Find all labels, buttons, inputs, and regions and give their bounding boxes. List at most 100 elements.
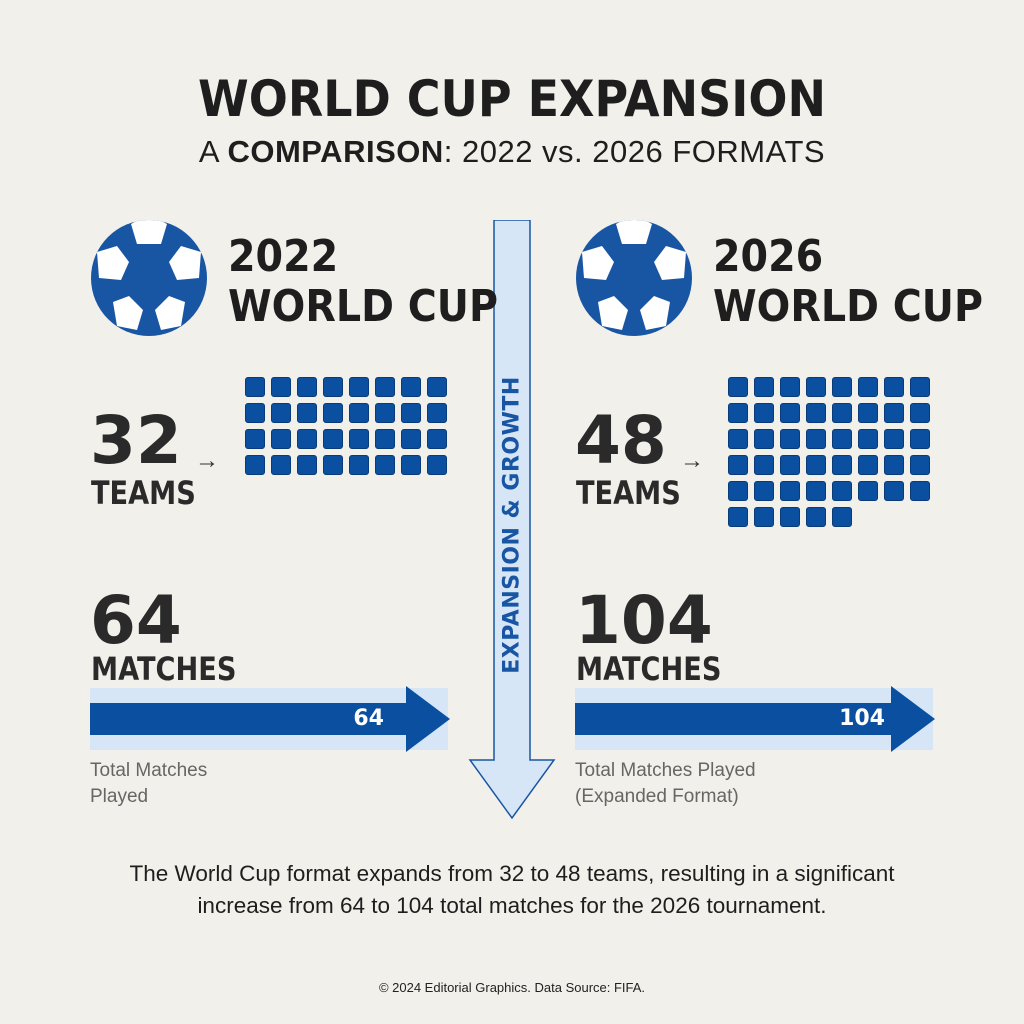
team-square	[910, 403, 930, 423]
team-square	[271, 455, 291, 475]
left-teams-label: TEAMS	[91, 474, 196, 512]
right-arrow-value: 104	[839, 706, 885, 731]
page-subtitle: A COMPARISON: 2022 vs. 2026 FORMATS	[0, 134, 1024, 170]
right-caption-line1: Total Matches Played	[575, 760, 756, 781]
team-square	[323, 429, 343, 449]
team-square	[297, 377, 317, 397]
team-square	[349, 403, 369, 423]
team-square	[780, 377, 800, 397]
team-square	[728, 481, 748, 501]
team-square	[297, 455, 317, 475]
team-square	[349, 455, 369, 475]
team-square	[349, 429, 369, 449]
team-square	[832, 507, 852, 527]
team-square	[884, 429, 904, 449]
team-square	[401, 429, 421, 449]
right-teams-value: 48	[575, 402, 667, 479]
left-arrow-value: 64	[353, 706, 384, 731]
team-square	[780, 481, 800, 501]
right-teams-grid	[728, 377, 930, 527]
team-square	[245, 403, 265, 423]
team-square	[401, 455, 421, 475]
team-square	[323, 455, 343, 475]
right-matches-arrow: 104	[575, 686, 935, 752]
team-square	[728, 429, 748, 449]
team-square	[427, 377, 447, 397]
team-square	[427, 455, 447, 475]
team-square	[245, 455, 265, 475]
left-teams-grid	[245, 377, 447, 475]
right-cup-name: WORLD CUP	[713, 281, 983, 332]
team-square	[832, 481, 852, 501]
team-square	[427, 403, 447, 423]
team-square	[375, 429, 395, 449]
team-square	[884, 403, 904, 423]
team-square	[754, 481, 774, 501]
left-matches-value: 64	[90, 582, 182, 659]
right-teams-label: TEAMS	[576, 474, 681, 512]
team-square	[271, 403, 291, 423]
subtitle-bold: COMPARISON	[227, 134, 444, 169]
team-square	[858, 403, 878, 423]
team-square	[858, 455, 878, 475]
team-square	[401, 403, 421, 423]
team-square	[832, 455, 852, 475]
subtitle-suffix: : 2022 vs. 2026 FORMATS	[443, 134, 826, 169]
team-square	[375, 455, 395, 475]
center-down-arrow-icon	[468, 220, 556, 820]
team-square	[349, 377, 369, 397]
team-square	[375, 377, 395, 397]
right-matches-label: MATCHES	[576, 650, 722, 688]
summary-line1: The World Cup format expands from 32 to …	[129, 861, 895, 886]
right-matches-value: 104	[575, 582, 713, 659]
left-teams-arrow-icon: →	[195, 447, 219, 474]
team-square	[754, 403, 774, 423]
right-arrow-icon	[90, 686, 450, 752]
left-caption-line2: Played	[90, 786, 149, 807]
team-square	[728, 377, 748, 397]
team-square	[375, 403, 395, 423]
team-square	[728, 455, 748, 475]
team-square	[806, 403, 826, 423]
team-square	[780, 429, 800, 449]
team-square	[297, 429, 317, 449]
team-square	[858, 429, 878, 449]
footer-credit: © 2024 Editorial Graphics. Data Source: …	[378, 980, 646, 995]
team-square	[832, 429, 852, 449]
page-title: WORLD CUP EXPANSION	[198, 70, 826, 128]
right-cup-title: 2026 WORLD CUP	[713, 232, 983, 332]
team-square	[297, 403, 317, 423]
team-square	[806, 481, 826, 501]
team-square	[910, 429, 930, 449]
left-teams-value: 32	[90, 402, 182, 479]
team-square	[884, 481, 904, 501]
soccer-ball-icon	[91, 220, 207, 336]
left-cup-name: WORLD CUP	[228, 281, 498, 332]
team-square	[806, 377, 826, 397]
right-arrow-icon	[575, 686, 935, 752]
right-caption: Total Matches Played (Expanded Format)	[575, 758, 756, 810]
left-caption-line1: Total Matches	[90, 760, 208, 781]
team-square	[806, 507, 826, 527]
team-square	[754, 455, 774, 475]
team-square	[832, 403, 852, 423]
team-square	[754, 507, 774, 527]
team-square	[427, 429, 447, 449]
team-square	[806, 455, 826, 475]
team-square	[271, 429, 291, 449]
right-year: 2026	[713, 231, 824, 282]
left-caption: Total Matches Played	[90, 758, 207, 810]
team-square	[780, 403, 800, 423]
team-square	[780, 455, 800, 475]
team-square	[245, 429, 265, 449]
team-square	[780, 507, 800, 527]
right-teams-arrow-icon: →	[680, 447, 704, 474]
team-square	[754, 429, 774, 449]
subtitle-prefix: A	[198, 134, 228, 169]
team-square	[323, 377, 343, 397]
team-square	[323, 403, 343, 423]
center-label: EXPANSION & GROWTH	[499, 376, 525, 674]
team-square	[884, 455, 904, 475]
left-matches-arrow: 64	[90, 686, 450, 752]
team-square	[728, 507, 748, 527]
